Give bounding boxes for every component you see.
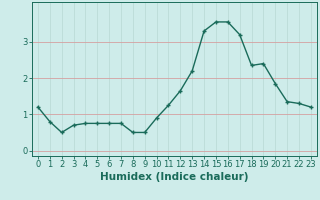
X-axis label: Humidex (Indice chaleur): Humidex (Indice chaleur) [100, 172, 249, 182]
